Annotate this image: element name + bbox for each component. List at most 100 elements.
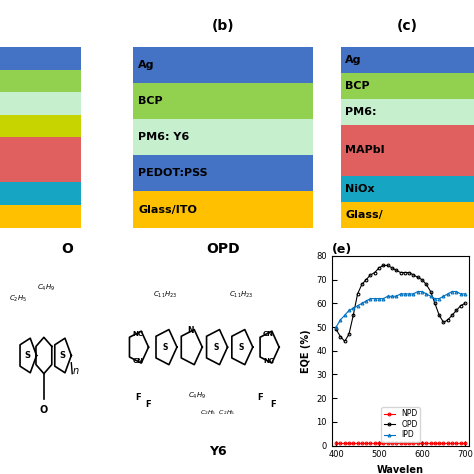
Bar bbox=[0, 115, 81, 137]
Text: S: S bbox=[25, 351, 30, 360]
Bar bbox=[133, 47, 313, 83]
Bar bbox=[341, 47, 474, 73]
Text: O: O bbox=[62, 242, 73, 256]
Text: $C_4H_9$: $C_4H_9$ bbox=[188, 391, 206, 401]
NPD bbox=[419, 440, 425, 446]
OPD bbox=[398, 270, 403, 275]
IPD bbox=[428, 293, 433, 299]
Bar bbox=[341, 73, 474, 99]
Bar bbox=[133, 191, 313, 228]
Text: PEDOT:PSS: PEDOT:PSS bbox=[138, 168, 208, 179]
OPD bbox=[445, 317, 451, 323]
Text: Glass/ITO: Glass/ITO bbox=[138, 204, 197, 215]
OPD bbox=[368, 272, 374, 278]
Text: S: S bbox=[163, 343, 168, 352]
Bar bbox=[133, 155, 313, 191]
OPD bbox=[389, 265, 395, 271]
NPD bbox=[368, 440, 374, 446]
IPD bbox=[350, 305, 356, 311]
Text: NiOx: NiOx bbox=[345, 184, 375, 194]
NPD bbox=[410, 440, 416, 446]
Text: Ag: Ag bbox=[345, 55, 362, 65]
OPD bbox=[458, 303, 464, 309]
Y-axis label: EQE (%): EQE (%) bbox=[301, 329, 311, 373]
Text: Ag: Ag bbox=[138, 60, 155, 71]
Text: $C_{11}H_{23}$: $C_{11}H_{23}$ bbox=[153, 290, 178, 300]
OPD bbox=[402, 270, 408, 275]
Text: O: O bbox=[40, 405, 48, 415]
NPD bbox=[376, 440, 382, 446]
NPD bbox=[372, 440, 378, 446]
OPD bbox=[423, 282, 429, 287]
Bar bbox=[0, 182, 81, 205]
Text: BCP: BCP bbox=[138, 96, 163, 107]
OPD bbox=[449, 312, 455, 318]
Text: F: F bbox=[135, 393, 141, 402]
NPD bbox=[393, 440, 399, 446]
OPD bbox=[359, 282, 365, 287]
Bar bbox=[133, 119, 313, 155]
IPD bbox=[393, 293, 399, 299]
Bar bbox=[341, 202, 474, 228]
Bar bbox=[0, 205, 81, 228]
NPD bbox=[458, 440, 464, 446]
Text: Glass/: Glass/ bbox=[345, 210, 383, 219]
Bar bbox=[0, 137, 81, 182]
OPD bbox=[406, 270, 412, 275]
IPD bbox=[432, 296, 438, 301]
IPD bbox=[437, 296, 442, 301]
OPD bbox=[428, 289, 433, 294]
NPD bbox=[449, 440, 455, 446]
IPD bbox=[389, 293, 395, 299]
Text: $C_4H_9$: $C_4H_9$ bbox=[36, 283, 55, 293]
Legend: NPD, OPD, IPD: NPD, OPD, IPD bbox=[381, 407, 420, 442]
Text: BCP: BCP bbox=[345, 81, 370, 91]
IPD bbox=[355, 303, 360, 309]
NPD bbox=[333, 440, 339, 446]
Text: (c): (c) bbox=[397, 19, 418, 33]
Text: PM6: Y6: PM6: Y6 bbox=[138, 132, 190, 143]
Bar bbox=[0, 47, 81, 70]
X-axis label: Wavelen: Wavelen bbox=[377, 465, 424, 474]
Text: F: F bbox=[270, 400, 275, 409]
OPD bbox=[385, 263, 391, 268]
Text: CN: CN bbox=[133, 357, 144, 364]
NPD bbox=[350, 440, 356, 446]
Line: IPD: IPD bbox=[335, 290, 466, 328]
OPD bbox=[415, 274, 420, 280]
IPD bbox=[398, 291, 403, 297]
Line: NPD: NPD bbox=[335, 442, 466, 445]
NPD bbox=[342, 440, 347, 446]
Text: S: S bbox=[59, 351, 65, 360]
IPD bbox=[363, 298, 369, 304]
Text: N: N bbox=[187, 326, 194, 335]
Text: (e): (e) bbox=[332, 243, 352, 256]
OPD bbox=[441, 319, 447, 325]
Bar bbox=[341, 99, 474, 125]
NPD bbox=[346, 440, 352, 446]
OPD bbox=[350, 312, 356, 318]
IPD bbox=[449, 289, 455, 294]
OPD bbox=[376, 265, 382, 271]
OPD bbox=[432, 301, 438, 306]
NPD bbox=[432, 440, 438, 446]
NPD bbox=[441, 440, 447, 446]
Text: NC: NC bbox=[263, 357, 274, 364]
NPD bbox=[437, 440, 442, 446]
IPD bbox=[346, 308, 352, 313]
Text: S: S bbox=[238, 343, 244, 352]
NPD bbox=[445, 440, 451, 446]
IPD bbox=[376, 296, 382, 301]
NPD bbox=[454, 440, 459, 446]
NPD bbox=[462, 440, 468, 446]
IPD bbox=[402, 291, 408, 297]
Bar bbox=[341, 176, 474, 202]
Text: PM6:: PM6: bbox=[345, 107, 377, 117]
NPD bbox=[428, 440, 433, 446]
IPD bbox=[406, 291, 412, 297]
IPD bbox=[342, 312, 347, 318]
Text: $C_2H_5$  $C_2H_5$: $C_2H_5$ $C_2H_5$ bbox=[201, 408, 236, 417]
Text: S: S bbox=[213, 343, 219, 352]
NPD bbox=[355, 440, 360, 446]
NPD bbox=[337, 440, 343, 446]
